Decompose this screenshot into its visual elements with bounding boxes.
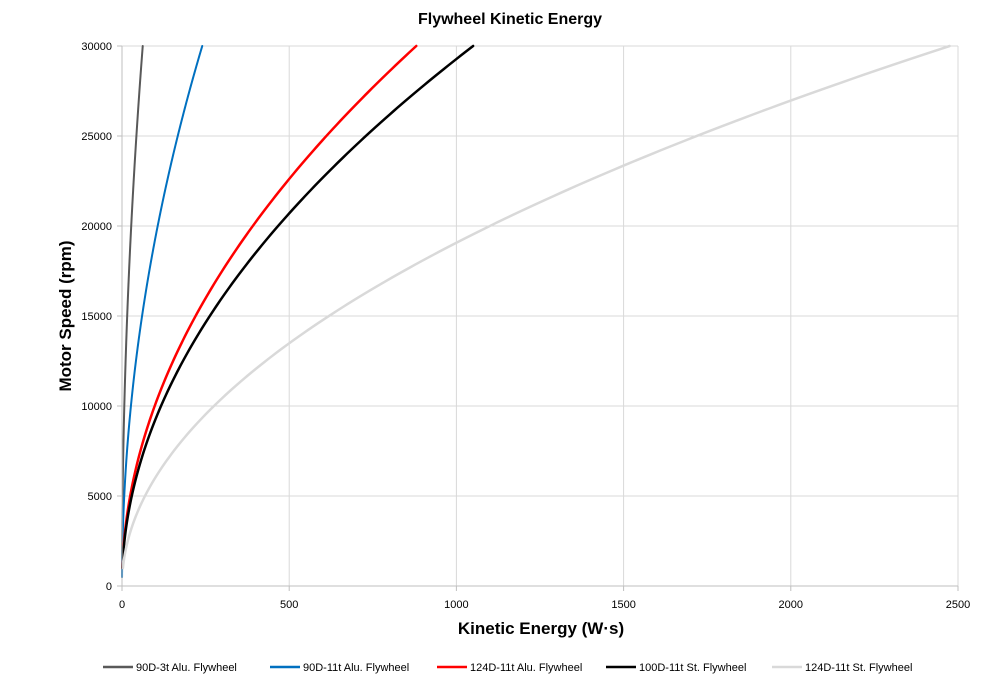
axes [117, 45, 959, 591]
legend-label: 124D-11t St. Flywheel [805, 662, 912, 674]
legend-label: 90D-11t Alu. Flywheel [303, 662, 409, 674]
x-tick-label: 0 [119, 599, 125, 611]
y-tick-label: 5000 [88, 491, 112, 503]
series-lines [121, 44, 951, 578]
y-tick-label: 25000 [81, 131, 112, 143]
legend-label: 100D-11t St. Flywheel [639, 662, 746, 674]
x-tick-label: 2500 [946, 599, 970, 611]
tick-labels: 0 5000 10000 15000 20000 25000 30000 0 500 1000 15… [81, 41, 970, 611]
y-tick-label: 0 [106, 581, 112, 593]
gridlines [122, 45, 959, 586]
series-line-3 [121, 44, 418, 570]
chart-title: Flywheel Kinetic Energy [418, 11, 602, 28]
x-tick-label: 2000 [779, 599, 803, 611]
x-tick-label: 500 [280, 599, 298, 611]
y-tick-label: 15000 [81, 311, 112, 323]
series-line-2 [121, 45, 204, 578]
y-axis-title: Motor Speed (rpm) [56, 240, 75, 391]
legend: 90D-3t Alu. Flywheel 90D-11t Alu. Flywhee… [103, 662, 912, 674]
series-line-5 [121, 44, 951, 570]
series-line-1 [121, 45, 144, 578]
legend-label: 124D-11t Alu. Flywheel [470, 662, 582, 674]
y-tick-label: 30000 [81, 41, 112, 53]
x-tick-label: 1000 [444, 599, 468, 611]
series-line-4 [121, 44, 475, 570]
y-tick-label: 10000 [81, 401, 112, 413]
legend-label: 90D-3t Alu. Flywheel [136, 662, 237, 674]
y-tick-label: 20000 [81, 221, 112, 233]
x-axis-title: Kinetic Energy (W·s) [458, 619, 624, 638]
x-tick-label: 1500 [611, 599, 635, 611]
